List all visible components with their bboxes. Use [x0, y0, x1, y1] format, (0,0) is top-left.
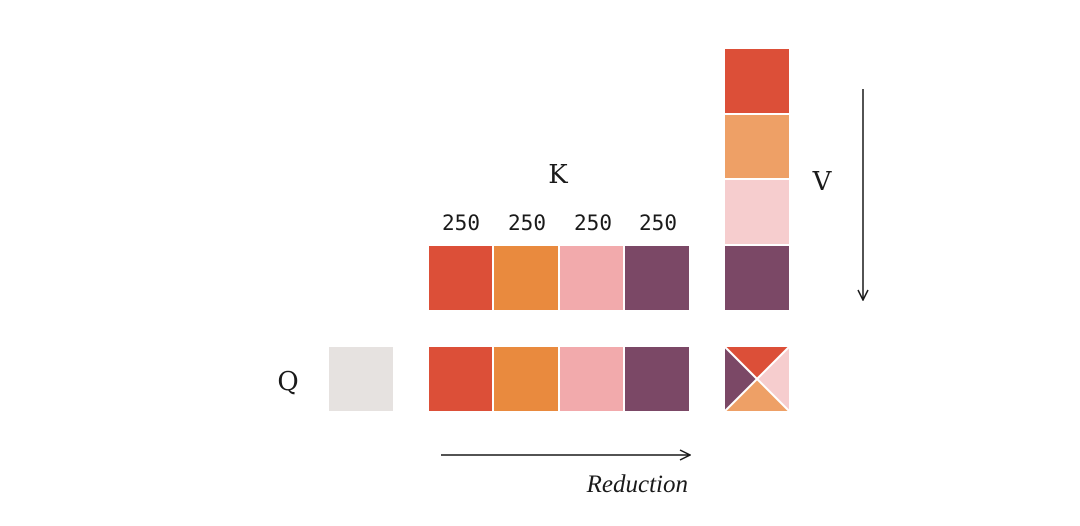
k-block-size-label: 250 — [639, 211, 677, 235]
output-triangle-left — [723, 343, 759, 415]
k-block — [558, 244, 626, 312]
qk-block — [427, 345, 495, 413]
qk-block — [623, 345, 691, 413]
reduction-label: Reduction — [586, 471, 688, 498]
k-label: K — [548, 160, 568, 190]
k-blocks-row — [427, 244, 691, 312]
k-block — [623, 244, 691, 312]
k-block-size-label: 250 — [574, 211, 612, 235]
v-block — [723, 113, 791, 181]
k-block — [492, 244, 560, 312]
k-block — [427, 244, 495, 312]
v-block — [723, 178, 791, 246]
v-block — [723, 244, 791, 312]
v-blocks-column — [723, 47, 791, 312]
qk-block — [558, 345, 626, 413]
v-label: V — [812, 167, 833, 197]
k-block-size-label: 250 — [442, 211, 480, 235]
v-block — [723, 47, 791, 115]
q-label: Q — [277, 367, 298, 397]
output-block — [721, 343, 793, 415]
k-block-size-label: 250 — [508, 211, 546, 235]
qk-blocks-row — [427, 345, 691, 413]
q-block — [329, 347, 393, 411]
qk-block — [492, 345, 560, 413]
